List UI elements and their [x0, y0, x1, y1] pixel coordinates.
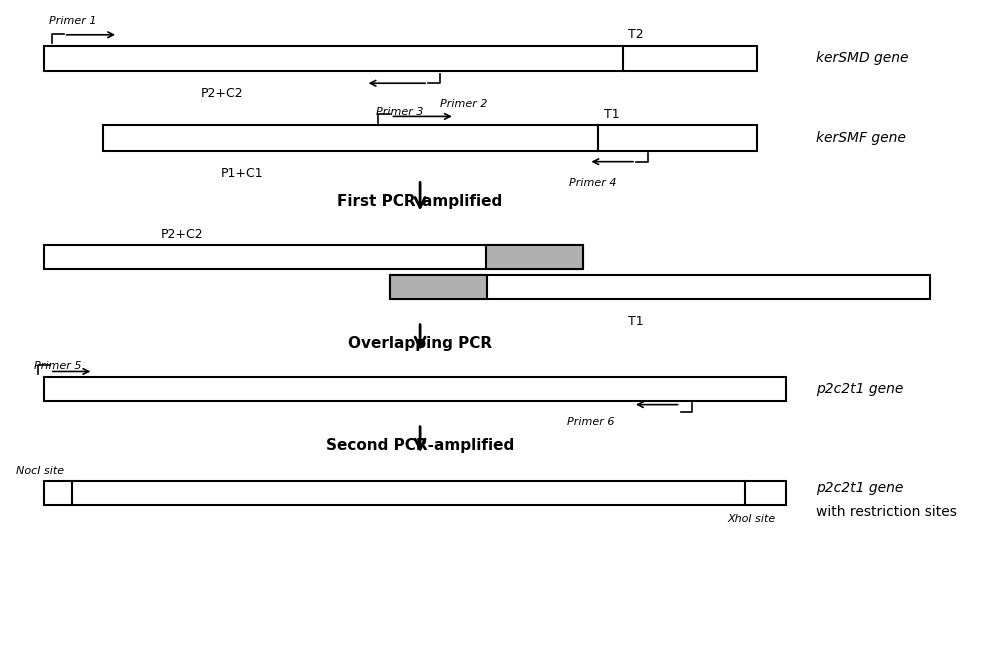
Bar	[44, 46, 757, 71]
Text: Primer 5: Primer 5	[34, 361, 81, 371]
Bar	[44, 481, 786, 505]
Text: T1: T1	[604, 108, 620, 121]
Text: P1+C1: P1+C1	[221, 167, 263, 180]
Text: Primer 6: Primer 6	[567, 417, 614, 427]
Text: P2+C2: P2+C2	[201, 87, 243, 100]
Text: Primer 2: Primer 2	[440, 99, 487, 109]
Text: Second PCR-amplified: Second PCR-amplified	[326, 438, 514, 453]
Text: Overlapping PCR: Overlapping PCR	[348, 336, 492, 351]
Text: p2c2t1 gene: p2c2t1 gene	[816, 481, 904, 495]
Bar	[390, 275, 930, 298]
Text: Primer 4: Primer 4	[569, 178, 616, 187]
Text: with restriction sites: with restriction sites	[816, 505, 957, 519]
Text: T2: T2	[628, 28, 644, 41]
Text: Primer 3: Primer 3	[376, 107, 423, 118]
Bar	[390, 275, 487, 298]
Bar	[486, 245, 583, 269]
Bar	[44, 377, 786, 401]
Text: kerSMD gene: kerSMD gene	[816, 52, 909, 65]
Text: Primer 1: Primer 1	[49, 16, 96, 26]
Text: kerSMF gene: kerSMF gene	[816, 131, 906, 145]
Text: P2+C2: P2+C2	[161, 229, 204, 242]
Text: First PCR-amplified: First PCR-amplified	[337, 194, 503, 209]
Bar	[103, 125, 757, 151]
Text: NocI site: NocI site	[16, 466, 64, 476]
Bar	[44, 245, 583, 269]
Text: XhoI site: XhoI site	[727, 514, 775, 525]
Text: T1: T1	[628, 315, 644, 328]
Text: p2c2t1 gene: p2c2t1 gene	[816, 382, 904, 396]
